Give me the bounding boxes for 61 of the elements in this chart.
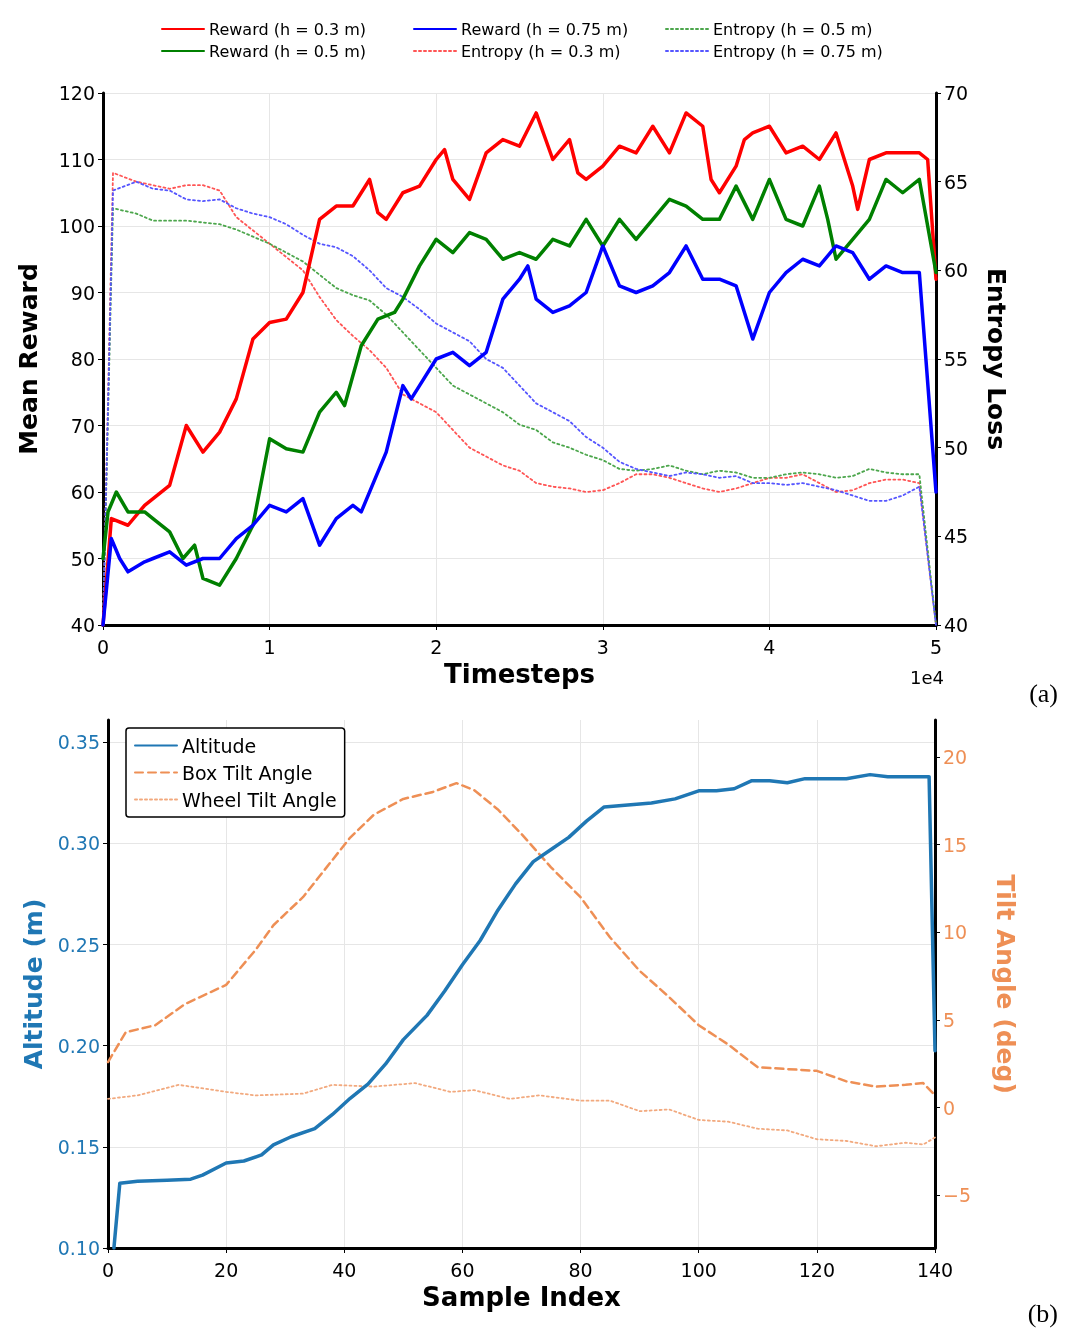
x-tick-label: 120 xyxy=(798,1258,835,1281)
text: 1e4 xyxy=(910,666,944,688)
y-tick-label: 0.10 xyxy=(57,1237,100,1259)
x-tick-label: 100 xyxy=(680,1258,717,1281)
y2-tick-label: 45 xyxy=(944,525,969,548)
x-tick-label: 140 xyxy=(916,1258,954,1281)
y-tick-label: 0.15 xyxy=(57,1135,100,1158)
legend-label: Entropy (h = 0.3 m) xyxy=(461,41,621,61)
x-tick-label: 0 xyxy=(96,635,110,658)
y-axis-title: Mean Reward xyxy=(14,263,43,455)
y-tick-label: 90 xyxy=(70,281,95,304)
legend-label: Entropy (h = 0.75 m) xyxy=(713,41,883,61)
y2-tick-label: 70 xyxy=(944,82,969,104)
y2-axis-title: Tilt Angle (deg) xyxy=(991,874,1020,1094)
y2-tick-label: 10 xyxy=(943,921,968,944)
y2-tick-label: 15 xyxy=(943,833,968,856)
y2-tick-label: 5 xyxy=(943,1008,956,1031)
x-tick-label: 1 xyxy=(263,635,276,658)
text: (a) xyxy=(1029,678,1058,708)
y-tick-label: 70 xyxy=(70,414,95,437)
y-axis-title: Altitude (m) xyxy=(19,898,48,1070)
x-tick-label: 4 xyxy=(763,635,776,658)
y-tick-label: 40 xyxy=(70,614,95,636)
legend-label: Box Tilt Angle xyxy=(182,761,313,784)
legend-label: Wheel Tilt Angle xyxy=(182,788,337,811)
y-tick-label: 0.30 xyxy=(57,832,100,855)
legend-label: Altitude xyxy=(182,734,257,757)
y-tick-label: 80 xyxy=(70,348,95,370)
legend-label: Reward (h = 0.3 m) xyxy=(209,19,366,39)
y-tick-label: 100 xyxy=(58,215,95,237)
x-axis-title: Timesteps xyxy=(444,658,595,689)
y2-tick-label: 50 xyxy=(944,436,969,459)
legend-label: Entropy (h = 0.5 m) xyxy=(713,19,873,39)
y2-tick-label: 60 xyxy=(944,259,969,282)
x-tick-label: 2 xyxy=(430,635,443,658)
x-tick-label: 60 xyxy=(450,1258,475,1281)
y2-tick-label: 65 xyxy=(944,170,969,193)
y2-tick-label: 0 xyxy=(943,1096,956,1119)
y-tick-label: 50 xyxy=(70,547,95,570)
y2-axis-title: Entropy Loss xyxy=(982,267,1011,451)
y-tick-label: 120 xyxy=(58,82,95,104)
x-tick-label: 3 xyxy=(596,635,609,658)
x-tick-label: 20 xyxy=(214,1258,239,1281)
y2-tick-label: 40 xyxy=(944,614,969,636)
y-tick-label: 60 xyxy=(70,481,95,503)
x-tick-label: 80 xyxy=(568,1258,593,1281)
x-tick-label: 40 xyxy=(332,1258,357,1281)
x-axis-title: Sample Index xyxy=(422,1281,622,1312)
y-tick-label: 0.25 xyxy=(57,933,100,956)
y2-tick-label: 55 xyxy=(944,348,969,370)
y-tick-label: 110 xyxy=(58,148,95,171)
y2-tick-label: −5 xyxy=(943,1184,972,1207)
y-tick-label: 0.35 xyxy=(57,731,100,754)
x-tick-label: 5 xyxy=(929,635,943,658)
y2-tick-label: 20 xyxy=(943,745,968,768)
y-tick-label: 0.20 xyxy=(57,1034,100,1057)
text: (b) xyxy=(1027,1298,1059,1328)
line-series xyxy=(107,1082,936,1148)
legend-label: Reward (h = 0.5 m) xyxy=(209,41,366,61)
x-tick-label: 0 xyxy=(101,1258,115,1281)
legend-label: Reward (h = 0.75 m) xyxy=(461,19,629,39)
